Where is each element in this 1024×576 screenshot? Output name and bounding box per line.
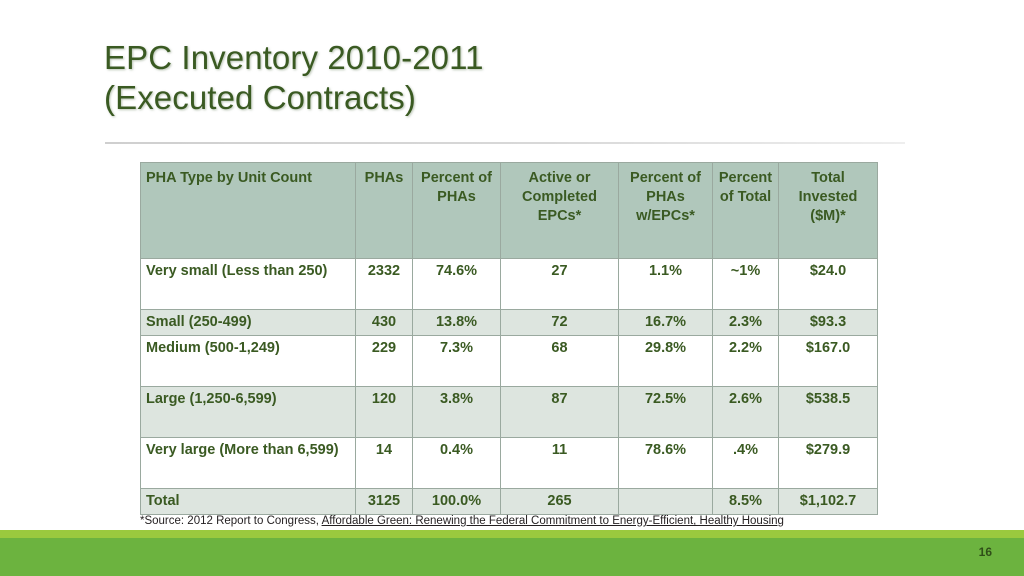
column-header-percent-of-phas: Percent of PHAs <box>412 162 501 259</box>
cell-phas: 229 <box>355 335 413 388</box>
cell-phas: 3125 <box>355 488 413 516</box>
cell-active-or-completed-epcs: 87 <box>500 386 619 439</box>
cell-total-invested: $538.5 <box>778 386 878 439</box>
page-number: 16 <box>978 545 992 559</box>
table-row: Very small (Less than 250) 2332 74.6% 27… <box>140 258 878 310</box>
column-header-total-invested: Total Invested ($M)* <box>778 162 878 259</box>
cell-row-label: Large (1,250-6,599) <box>140 386 356 439</box>
cell-percent-of-phas: 0.4% <box>412 437 501 490</box>
cell-active-or-completed-epcs: 11 <box>500 437 619 490</box>
cell-percent-of-total: ~1% <box>712 258 779 310</box>
cell-percent-of-total: 2.3% <box>712 308 779 337</box>
column-header-phas: PHAs <box>355 162 413 259</box>
footnote-prefix: *Source: 2012 Report to Congress, <box>140 515 322 527</box>
epc-inventory-table-container: PHA Type by Unit Count PHAs Percent of P… <box>140 162 878 516</box>
cell-percent-of-phas-w-epcs <box>618 488 713 516</box>
epc-inventory-table: PHA Type by Unit Count PHAs Percent of P… <box>140 162 878 516</box>
cell-percent-of-phas: 7.3% <box>412 335 501 388</box>
column-header-percent-of-total: Percent of Total <box>712 162 779 259</box>
cell-active-or-completed-epcs: 265 <box>500 488 619 516</box>
table-header-row: PHA Type by Unit Count PHAs Percent of P… <box>140 162 878 259</box>
cell-percent-of-total: .4% <box>712 437 779 490</box>
cell-row-label: Very small (Less than 250) <box>140 258 356 310</box>
table-row: Medium (500-1,249) 229 7.3% 68 29.8% 2.2… <box>140 335 878 388</box>
footer-bar-light <box>0 530 1024 538</box>
cell-percent-of-total: 2.2% <box>712 335 779 388</box>
cell-row-label: Small (250-499) <box>140 308 356 337</box>
table-row: Very large (More than 6,599) 14 0.4% 11 … <box>140 437 878 490</box>
cell-phas: 2332 <box>355 258 413 310</box>
cell-percent-of-phas-w-epcs: 78.6% <box>618 437 713 490</box>
footnote-source-title: Affordable Green: Renewing the Federal C… <box>321 515 784 527</box>
source-footnote: *Source: 2012 Report to Congress, Afford… <box>140 515 784 527</box>
cell-active-or-completed-epcs: 68 <box>500 335 619 388</box>
cell-row-label: Very large (More than 6,599) <box>140 437 356 490</box>
cell-active-or-completed-epcs: 72 <box>500 308 619 337</box>
cell-percent-of-phas: 3.8% <box>412 386 501 439</box>
cell-percent-of-total: 2.6% <box>712 386 779 439</box>
cell-total-invested: $1,102.7 <box>778 488 878 516</box>
cell-active-or-completed-epcs: 27 <box>500 258 619 310</box>
cell-phas: 14 <box>355 437 413 490</box>
page-title: EPC Inventory 2010-2011 (Executed Contra… <box>104 39 484 116</box>
cell-percent-of-phas: 100.0% <box>412 488 501 516</box>
cell-total-invested: $24.0 <box>778 258 878 310</box>
footer-bar-dark <box>0 538 1024 576</box>
cell-percent-of-phas: 13.8% <box>412 308 501 337</box>
table-row: Small (250-499) 430 13.8% 72 16.7% 2.3% … <box>140 308 878 337</box>
cell-percent-of-phas: 74.6% <box>412 258 501 310</box>
table-row-total: Total 3125 100.0% 265 8.5% $1,102.7 <box>140 488 878 516</box>
cell-total-invested: $93.3 <box>778 308 878 337</box>
title-divider <box>105 142 905 144</box>
column-header-pha-type: PHA Type by Unit Count <box>140 162 356 259</box>
cell-percent-of-total: 8.5% <box>712 488 779 516</box>
cell-percent-of-phas-w-epcs: 72.5% <box>618 386 713 439</box>
cell-total-invested: $279.9 <box>778 437 878 490</box>
cell-percent-of-phas-w-epcs: 16.7% <box>618 308 713 337</box>
cell-row-label: Medium (500-1,249) <box>140 335 356 388</box>
cell-phas: 120 <box>355 386 413 439</box>
cell-percent-of-phas-w-epcs: 29.8% <box>618 335 713 388</box>
cell-phas: 430 <box>355 308 413 337</box>
cell-row-label: Total <box>140 488 356 516</box>
cell-total-invested: $167.0 <box>778 335 878 388</box>
column-header-percent-of-phas-w-epcs: Percent of PHAs w/EPCs* <box>618 162 713 259</box>
cell-percent-of-phas-w-epcs: 1.1% <box>618 258 713 310</box>
column-header-active-or-completed-epcs: Active or Completed EPCs* <box>500 162 619 259</box>
table-row: Large (1,250-6,599) 120 3.8% 87 72.5% 2.… <box>140 386 878 439</box>
